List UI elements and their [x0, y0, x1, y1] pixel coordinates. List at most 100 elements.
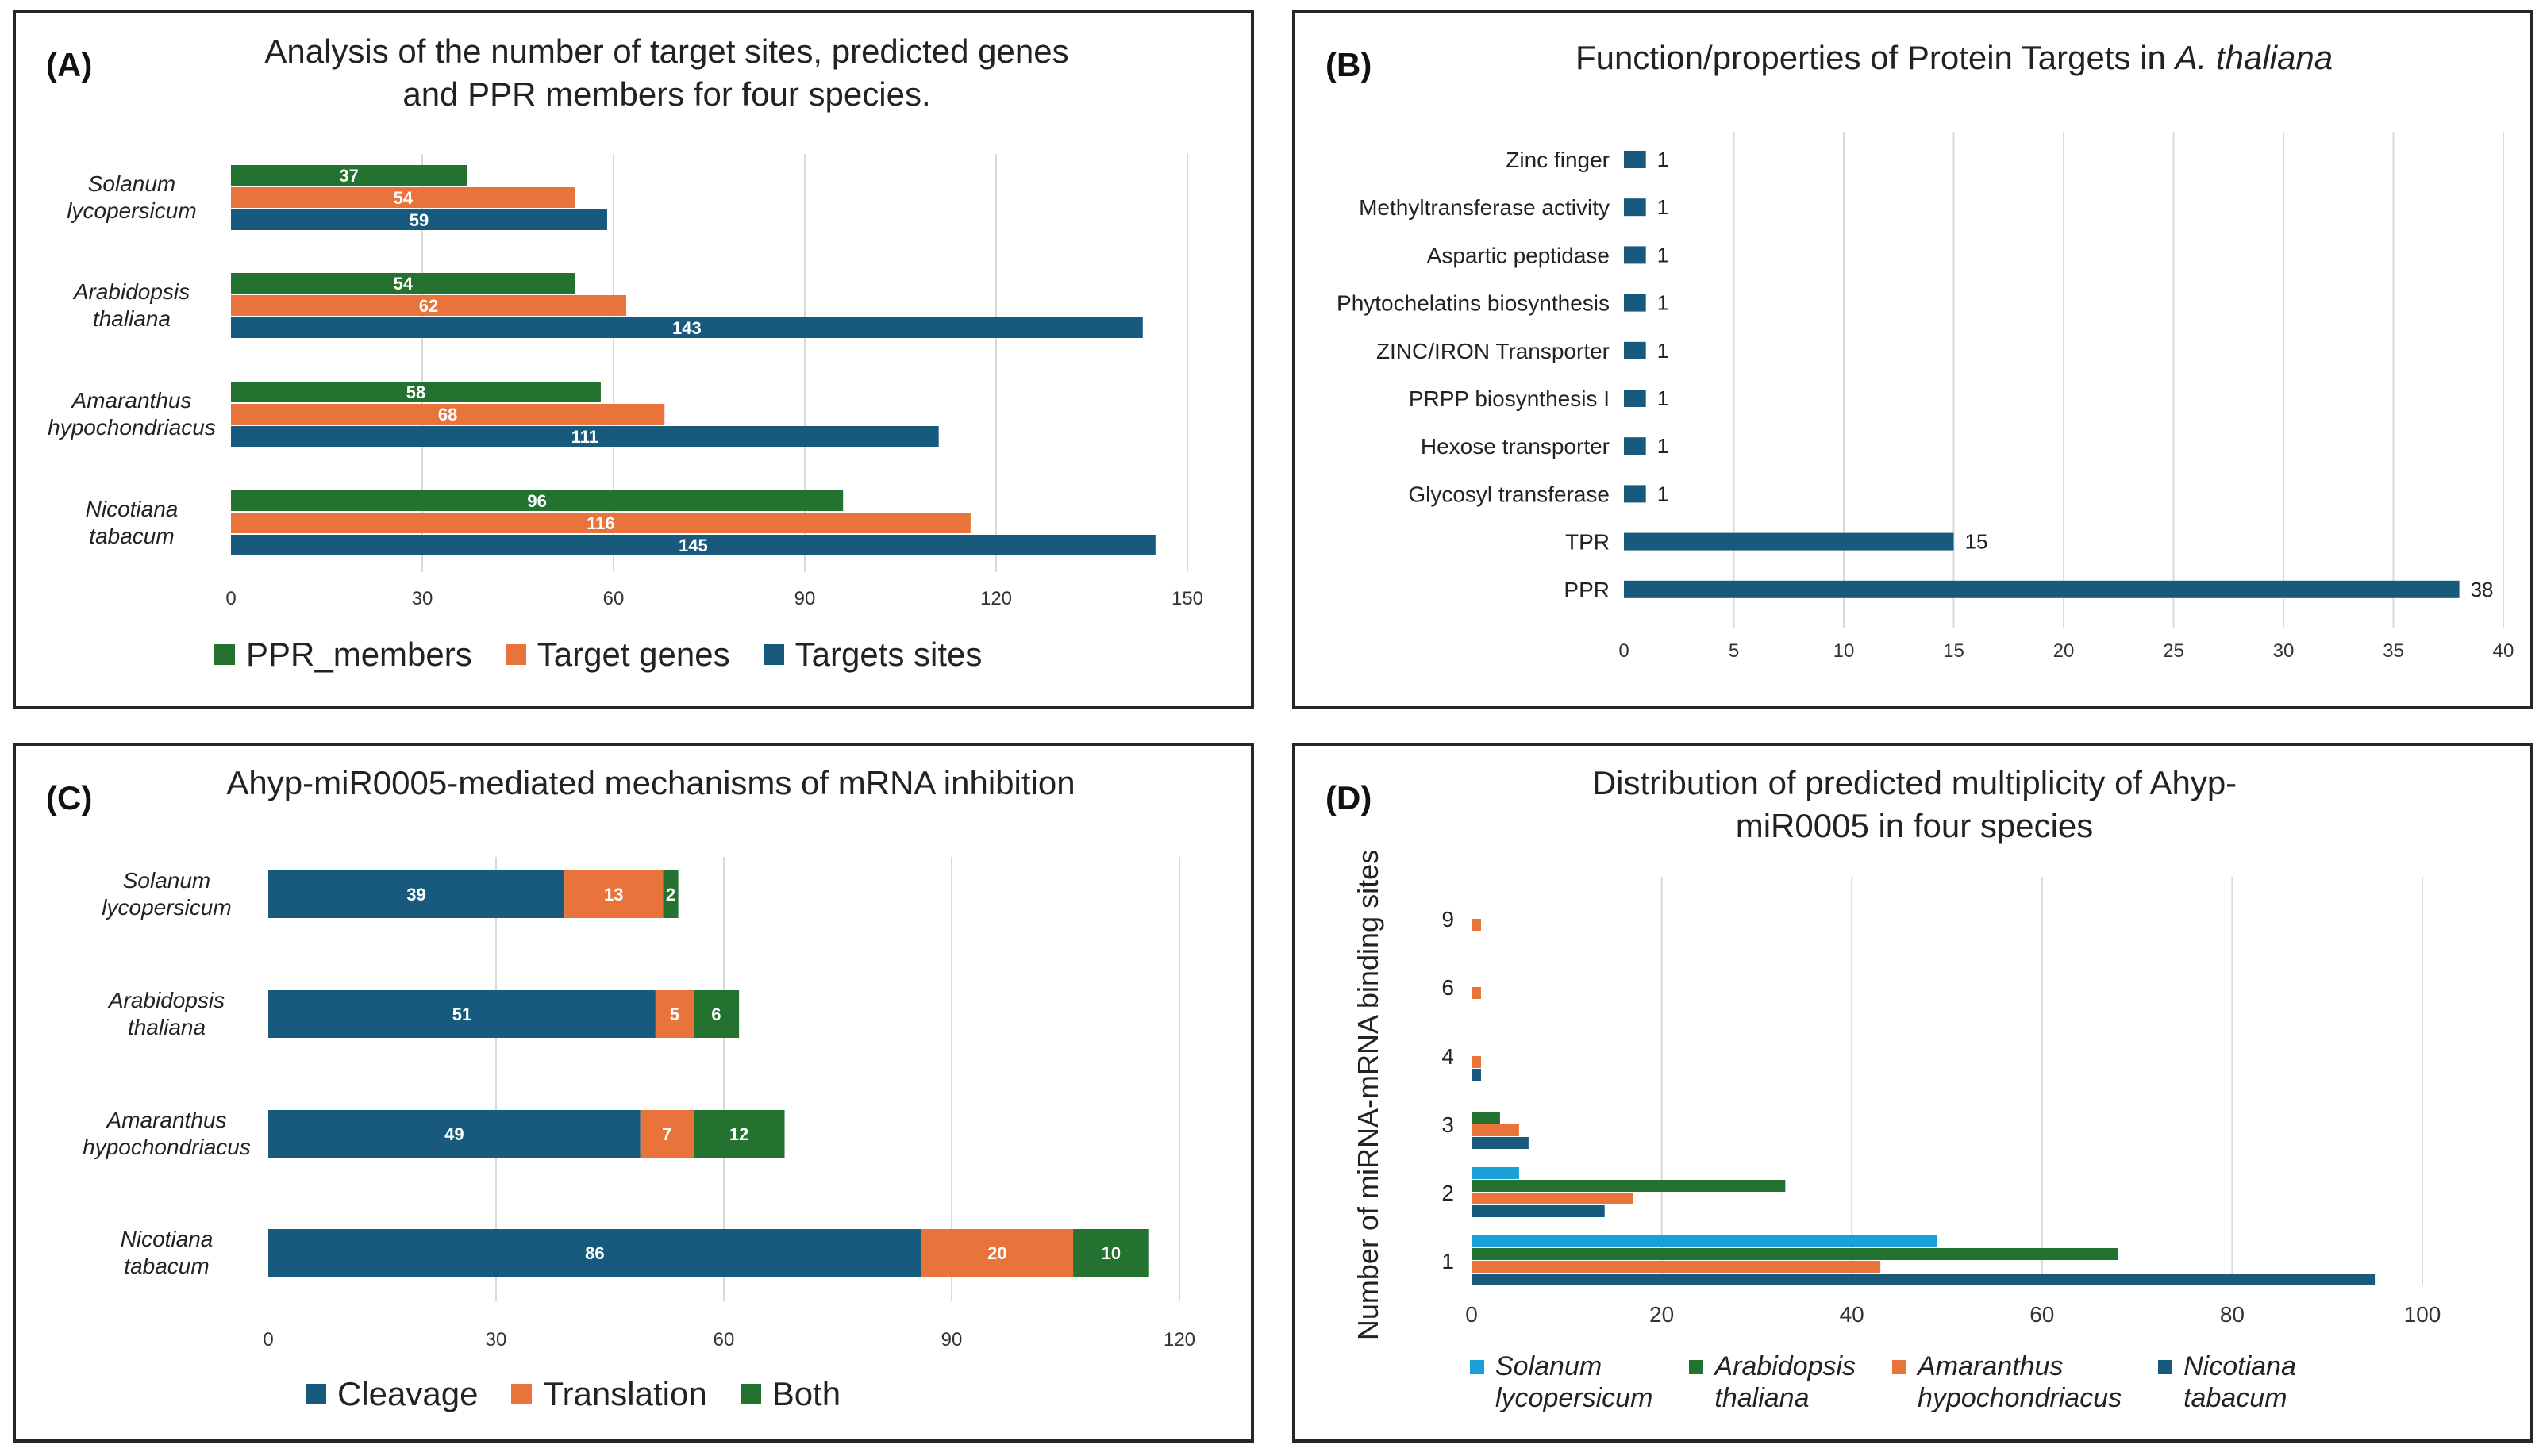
- chart-b-bar: [1624, 341, 1646, 359]
- chart-c-category-label: hypochondriacus: [83, 1135, 251, 1159]
- chart-a-bar: [231, 295, 627, 316]
- chart-b-xtick: 35: [2383, 640, 2404, 662]
- chart-c-data-label: 2: [666, 885, 675, 905]
- panel-b-title-prefix: Function/properties of Protein Targets i…: [1575, 39, 2176, 76]
- chart-d-xtick: 100: [2404, 1302, 2441, 1327]
- chart-a-category-label: hypochondriacus: [48, 415, 216, 440]
- chart-b-xtick: 30: [2273, 640, 2295, 662]
- chart-b-data-label: 1: [1657, 339, 1668, 363]
- panel-b: (B) Function/properties of Protein Targe…: [1292, 10, 2533, 709]
- chart-b: 0 5 10 15 20 25 30 35 40 1 Zinc finger 1 Methyltrans…: [1337, 132, 2514, 662]
- chart-d-legend-item-label-line: Nicotiana: [2183, 1351, 2296, 1381]
- chart-c-xtick: 120: [1164, 1329, 1195, 1350]
- chart-a-legend-item-swatch: [763, 644, 784, 665]
- chart-a-data-label: 68: [438, 405, 457, 425]
- chart-d-bar: [1472, 1069, 1481, 1081]
- chart-d-bar: [1472, 1205, 1605, 1217]
- chart-a-legend-item-swatch: [214, 644, 235, 665]
- chart-b-bar: [1624, 437, 1646, 455]
- chart-a: 0 30 60 90 120 150375459Solanumlycopersicum54…: [48, 154, 1203, 609]
- chart-d-legend-item: Arabidopsis thaliana: [1689, 1350, 1856, 1414]
- chart-c-data-label: 6: [711, 1005, 721, 1024]
- chart-b-category-label: Glycosyl transferase: [1408, 482, 1610, 506]
- chart-b-data-label: 1: [1657, 482, 1668, 505]
- chart-d-category-label: 1: [1441, 1249, 1454, 1274]
- chart-d-legend-item-label-line: Amaranthus: [1918, 1351, 2064, 1381]
- chart-d-bar: [1472, 1112, 1500, 1124]
- chart-a-bar: [231, 490, 844, 511]
- chart-c-data-label: 49: [444, 1124, 464, 1144]
- chart-b-xtick: 15: [1943, 640, 1964, 662]
- chart-d-legend-item-label: Solanum lycopersicum: [1495, 1350, 1652, 1414]
- chart-d-legend: Solanum lycopersicum Arabidopsis thaliana Am…: [1470, 1350, 2333, 1414]
- chart-a-xtick: 30: [412, 588, 433, 609]
- chart-a-legend-item-label: Targets sites: [794, 636, 983, 673]
- chart-b-xtick: 0: [1618, 640, 1629, 662]
- chart-a-legend-item-label: Target genes: [537, 636, 730, 673]
- chart-c-legend: Cleavage Translation Both: [306, 1375, 874, 1413]
- panel-d-title-line2: miR0005 in four species: [1735, 807, 2094, 844]
- chart-c-bar-segment: [693, 1110, 785, 1158]
- chart-d-ylabel: Number of miRNA-mRNA binding sites: [1352, 850, 1384, 1340]
- chart-b-data-label: 1: [1657, 434, 1668, 458]
- chart-a-data-label: 143: [672, 318, 702, 338]
- chart-b-xtick: 10: [1833, 640, 1855, 662]
- chart-d-legend-item-label: Amaranthus hypochondriacus: [1918, 1350, 2122, 1414]
- panel-d-tag: (D): [1325, 779, 1372, 816]
- chart-a-data-label: 54: [394, 188, 414, 208]
- chart-d-bar: [1472, 1056, 1481, 1068]
- chart-c-data-label: 5: [670, 1005, 679, 1024]
- chart-c-xtick: 90: [941, 1329, 963, 1350]
- chart-c-data-label: 7: [662, 1124, 671, 1144]
- chart-d-bar: [1472, 1193, 1633, 1204]
- chart-b-bar: [1624, 532, 1954, 551]
- chart-a-bar: [231, 535, 1156, 555]
- chart-a-category-label: Solanum: [88, 171, 176, 196]
- chart-b-data-label: 1: [1657, 243, 1668, 267]
- chart-d-xtick: 20: [1649, 1302, 1674, 1327]
- chart-d-xtick: 60: [2029, 1302, 2054, 1327]
- chart-d-legend-item-label-line: hypochondriacus: [1918, 1383, 2122, 1413]
- chart-c-bar-segment: [640, 1110, 694, 1158]
- chart-a-legend-item: PPR_members: [214, 636, 472, 674]
- chart-d-legend-item: Amaranthus hypochondriacus: [1892, 1350, 2122, 1414]
- chart-b-bar: [1624, 198, 1646, 217]
- chart-a-bar: [231, 513, 971, 533]
- chart-d-bar: [1472, 1137, 1529, 1149]
- chart-c-bar-segment: [1073, 1229, 1149, 1277]
- chart-c-legend-item-swatch: [511, 1384, 533, 1404]
- chart-a-data-label: 111: [571, 427, 598, 447]
- chart-d-legend-item-swatch: [1689, 1360, 1704, 1374]
- chart-c-bar-segment: [268, 1229, 921, 1277]
- chart-d-bar: [1472, 1261, 1881, 1273]
- chart-c-bar-segment: [655, 990, 694, 1038]
- chart-d-category-label: 4: [1441, 1044, 1454, 1069]
- chart-b-category-label: Zinc finger: [1506, 148, 1610, 172]
- chart-d: 0 20 40 60 80 100 9 6 4 3 2 1 Number of miRNA-mRNA b…: [1352, 850, 2441, 1340]
- chart-b-xtick: 25: [2163, 640, 2184, 662]
- chart-b-data-label: 38: [2471, 578, 2494, 601]
- chart-a-data-label: 54: [394, 274, 414, 294]
- chart-a-data-label: 116: [587, 513, 615, 533]
- panel-d: (D) Distribution of predicted multiplici…: [1292, 743, 2533, 1443]
- chart-c-bar-segment: [663, 870, 679, 918]
- chart-c-bar-segment: [268, 870, 565, 918]
- chart-c-legend-item-label: Translation: [543, 1375, 707, 1412]
- chart-c-legend-item-label: Cleavage: [337, 1375, 479, 1412]
- chart-b-category-label: ZINC/IRON Transporter: [1376, 339, 1610, 363]
- chart-c-xtick: 0: [263, 1329, 273, 1350]
- chart-c-data-label: 39: [406, 885, 425, 905]
- chart-c-category-label: lycopersicum: [102, 895, 231, 920]
- chart-a-legend: PPR_members Target genes Targets sites: [214, 636, 1015, 674]
- chart-d-bar: [1472, 1235, 1938, 1247]
- panel-a-tag: (A): [46, 46, 93, 83]
- chart-a-data-label: 37: [339, 166, 358, 186]
- chart-b-xtick: 20: [2053, 640, 2075, 662]
- chart-d-bar: [1472, 1274, 2376, 1285]
- chart-c-xtick: 30: [486, 1329, 507, 1350]
- chart-b-data-label: 1: [1657, 195, 1668, 219]
- chart-d-legend-item-swatch: [1892, 1360, 1907, 1374]
- chart-c-bar-segment: [693, 990, 740, 1038]
- chart-b-category-label: PRPP biosynthesis I: [1409, 386, 1610, 411]
